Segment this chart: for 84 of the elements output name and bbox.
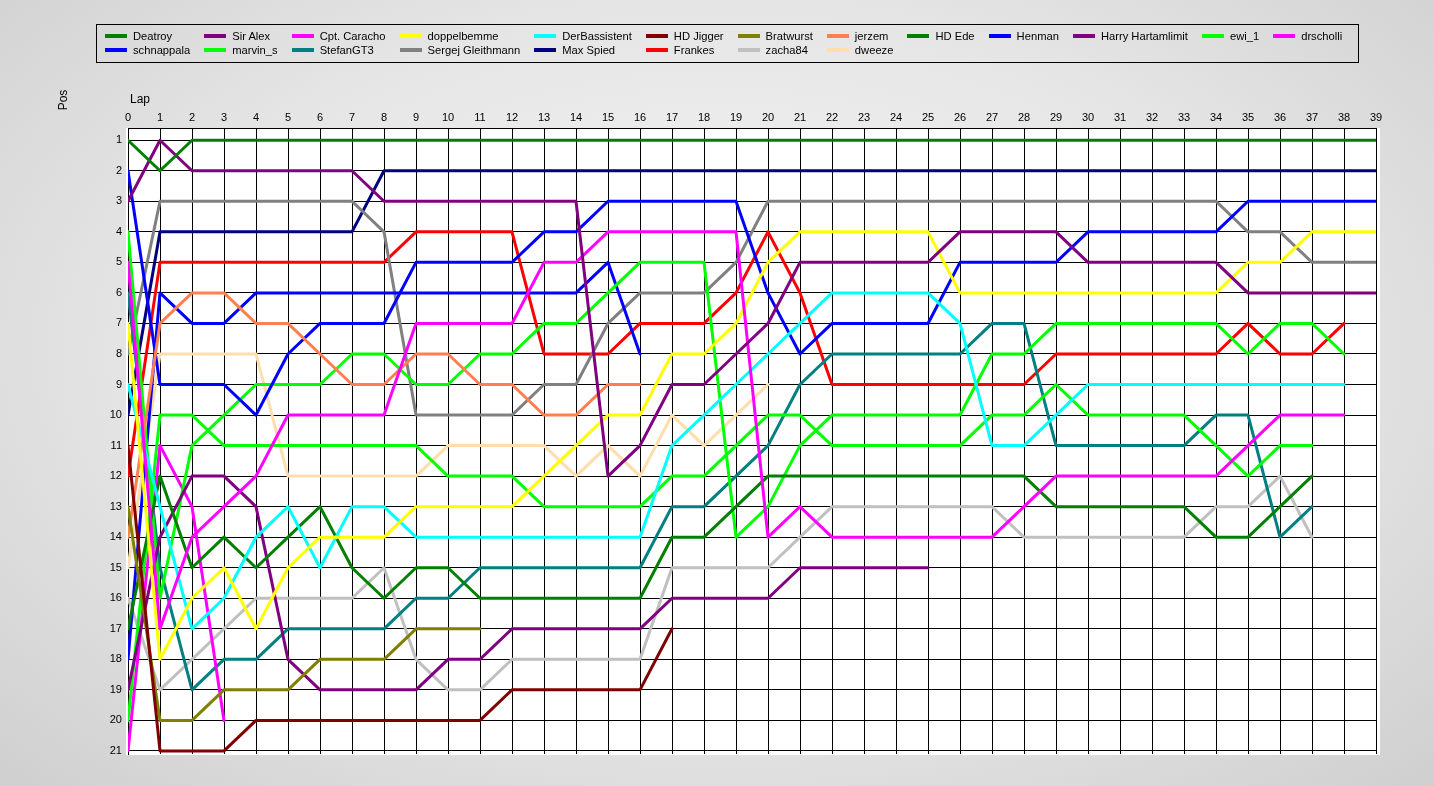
y-tick-label: 2 (115, 163, 122, 176)
legend-label: schnappala (133, 43, 191, 57)
legend-label: Bratwurst (765, 29, 813, 43)
legend-label: Max Spied (562, 43, 616, 57)
legend-label: Frankes (673, 43, 715, 57)
y-tick-label: 13 (109, 499, 122, 512)
x-tick-label: 3 (220, 111, 228, 124)
legend-label: zacha84 (765, 43, 808, 57)
y-tick-label: 20 (109, 713, 122, 726)
y-tick-label: 17 (109, 621, 122, 634)
x-tick-label: 26 (953, 111, 967, 124)
y-tick-label: 19 (109, 682, 122, 695)
legend-label: Sergej Gleithmann (427, 43, 521, 57)
y-tick-label: 5 (115, 255, 122, 268)
x-tick-label: 32 (1145, 111, 1159, 124)
x-tick-label: 11 (474, 111, 486, 124)
y-tick-label: 1 (115, 133, 122, 146)
x-tick-label: 39 (1369, 111, 1383, 124)
y-tick-label: 11 (110, 438, 122, 451)
x-tick-label: 14 (569, 111, 583, 124)
x-tick-label: 36 (1273, 111, 1287, 124)
y-tick-label: 3 (115, 194, 122, 207)
x-tick-label: 15 (601, 111, 615, 124)
x-tick-label: 29 (1049, 111, 1063, 124)
x-tick-label: 8 (380, 111, 388, 124)
y-tick-label: 16 (109, 591, 122, 604)
x-tick-label: 37 (1305, 111, 1319, 124)
y-tick-label: 21 (109, 743, 122, 756)
x-tick-label: 9 (412, 111, 420, 124)
legend-label: Cpt. Caracho (319, 29, 386, 43)
x-tick-label: 6 (316, 111, 324, 124)
legend-label: dweeze (854, 43, 894, 57)
x-tick-label: 24 (889, 111, 903, 124)
y-tick-label: 14 (109, 530, 122, 543)
legend-label: Sir Alex (232, 29, 271, 43)
legend-label: HD Ede (935, 29, 975, 43)
legend-label: marvin_s (232, 43, 278, 57)
legend-label: Harry Hartamlimit (1100, 29, 1188, 43)
x-tick-label: 34 (1209, 111, 1223, 124)
legend-label: jerzem (854, 29, 889, 43)
x-tick-label: 35 (1241, 111, 1255, 124)
x-tick-label: 19 (729, 111, 743, 124)
x-tick-label: 27 (985, 111, 999, 124)
x-tick-label: 23 (857, 111, 871, 124)
y-tick-label: 6 (115, 285, 122, 298)
y-tick-label: 7 (115, 316, 122, 329)
x-tick-label: 30 (1081, 111, 1095, 124)
x-tick-label: 21 (793, 111, 807, 124)
x-tick-label: 5 (284, 111, 292, 124)
x-tick-label: 33 (1177, 111, 1191, 124)
x-tick-label: 38 (1337, 111, 1351, 124)
legend-label: Deatroy (133, 29, 173, 43)
x-tick-label: 10 (441, 111, 455, 124)
x-tick-label: 2 (188, 111, 196, 124)
y-tick-label: 15 (109, 560, 122, 573)
x-tick-label: 16 (633, 111, 647, 124)
legend-label: drscholli (1301, 29, 1343, 43)
x-tick-label: 17 (665, 111, 679, 124)
x-tick-label: 31 (1113, 111, 1127, 124)
legend-label: ewi_1 (1229, 29, 1260, 43)
y-tick-label: 12 (109, 469, 122, 482)
x-tick-label: 7 (348, 111, 356, 124)
y-axis-title: Pos (56, 89, 71, 111)
x-tick-label: 13 (537, 111, 551, 124)
x-tick-label: 22 (825, 111, 839, 124)
y-tick-label: 18 (109, 652, 122, 665)
x-tick-label: 18 (697, 111, 711, 124)
legend-label: HD Jigger (673, 29, 724, 43)
x-axis-title: Lap (130, 92, 151, 107)
x-tick-label: 20 (761, 111, 775, 124)
y-tick-label: 9 (115, 377, 122, 390)
x-tick-label: 12 (505, 111, 519, 124)
x-tick-label: 0 (124, 111, 132, 124)
legend-label: StefanGT3 (319, 43, 374, 57)
y-tick-label: 8 (115, 347, 122, 359)
x-tick-label: 28 (1017, 111, 1031, 124)
x-tick-label: 1 (156, 111, 164, 124)
legend-label: doppelbemme (427, 29, 499, 43)
y-tick-label: 10 (109, 408, 122, 421)
x-tick-label: 25 (921, 111, 935, 124)
legend-label: Henman (1016, 29, 1059, 43)
y-tick-label: 4 (115, 224, 122, 237)
x-tick-label: 4 (252, 111, 260, 124)
legend-label: DerBassistent (562, 29, 632, 43)
